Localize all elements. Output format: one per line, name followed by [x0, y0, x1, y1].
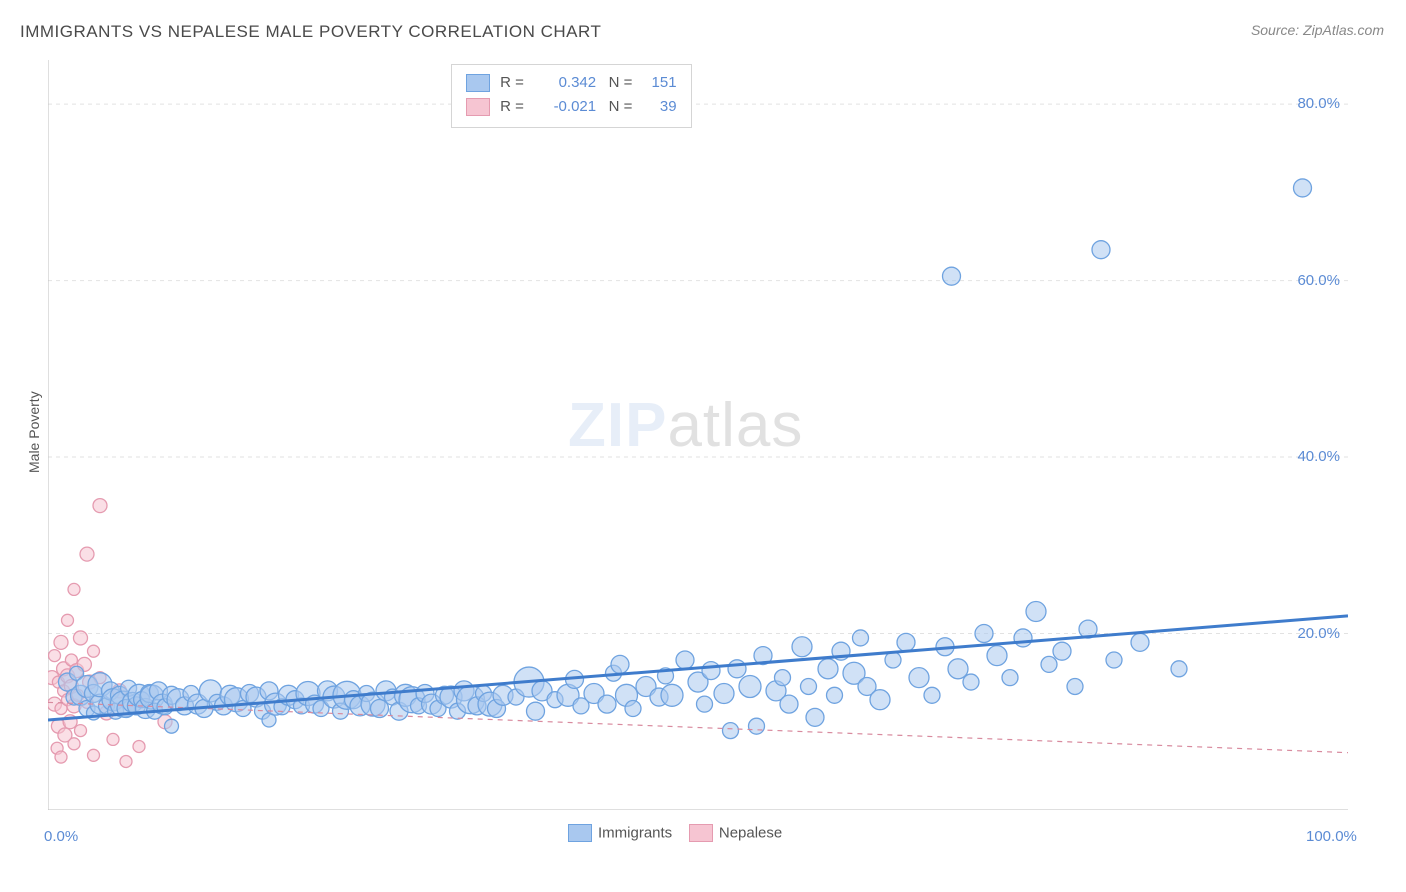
- y-tick-label: 20.0%: [1297, 625, 1340, 642]
- y-tick-label: 40.0%: [1297, 448, 1340, 465]
- y-tick-label: 80.0%: [1297, 95, 1340, 112]
- chart-svg: [48, 60, 1348, 810]
- legend-swatch: [466, 98, 490, 116]
- correlation-legend: R = 0.342 N = 151 R = -0.021 N = 39: [451, 64, 692, 128]
- y-tick-label: 60.0%: [1297, 272, 1340, 289]
- series-legend: Immigrants Nepalese: [568, 824, 782, 842]
- legend-correlation-row: R = -0.021 N = 39: [466, 95, 677, 119]
- chart-title: IMMIGRANTS VS NEPALESE MALE POVERTY CORR…: [20, 22, 601, 42]
- legend-swatch: [568, 824, 592, 842]
- y-axis-label: Male Poverty: [26, 391, 42, 473]
- plot-area: [48, 60, 1348, 810]
- source-attribution: Source: ZipAtlas.com: [1251, 22, 1384, 38]
- x-tick-label: 0.0%: [44, 828, 78, 845]
- legend-swatch: [466, 74, 490, 92]
- legend-series-label: Immigrants: [598, 825, 672, 842]
- legend-correlation-row: R = 0.342 N = 151: [466, 71, 677, 95]
- legend-series-label: Nepalese: [719, 825, 782, 842]
- legend-swatch: [689, 824, 713, 842]
- x-tick-label: 100.0%: [1306, 828, 1357, 845]
